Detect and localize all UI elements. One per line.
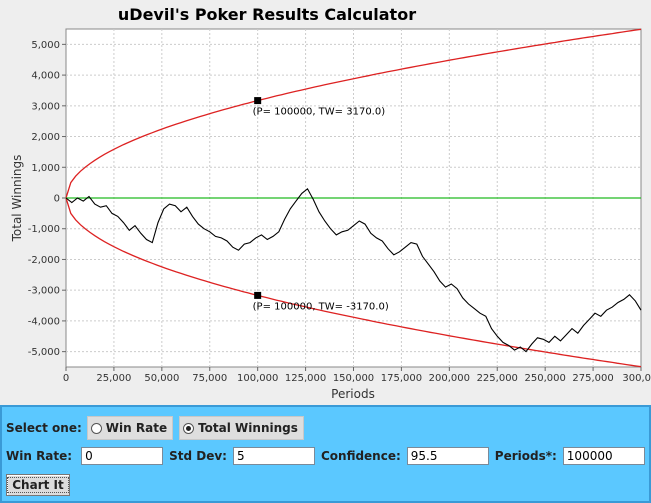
annotation-label: (P= 100000, TW= -3170.0) <box>253 301 389 312</box>
periods-label: Periods*: <box>494 449 557 463</box>
win-rate-input[interactable] <box>81 447 164 465</box>
x-tick-label: 200,000 <box>429 373 470 384</box>
y-axis: 5,000 4,000 3,000 2,000 1,000 0 -1,000 -2,000 -3… <box>28 40 66 358</box>
y-tick-label: -5,000 <box>28 347 60 358</box>
periods-input[interactable] <box>562 447 645 465</box>
x-tick-label: 100,000 <box>237 373 278 384</box>
x-axis-title: Periods <box>331 387 375 401</box>
x-tick-label: 300,0 <box>622 373 651 384</box>
y-axis-title: Total Winnings <box>10 155 24 243</box>
y-tick-label: -1,000 <box>28 224 60 235</box>
confidence-input[interactable] <box>406 447 489 465</box>
annotation-marker <box>254 291 262 299</box>
y-tick-label: 2,000 <box>31 132 60 143</box>
results-chart: uDevil's Poker Results Calculator (P= 10… <box>10 5 651 401</box>
annotation-marker <box>254 97 262 105</box>
y-tick-label: 4,000 <box>31 71 60 82</box>
win-rate-radio-label: Win Rate <box>105 421 168 435</box>
simulated-results-line <box>65 187 642 353</box>
series-layer <box>65 28 642 368</box>
y-tick-label: 1,000 <box>31 163 60 174</box>
annotation-label: (P= 100000, TW= 3170.0) <box>253 107 386 118</box>
inputs-row: Win Rate: Std Dev: Confidence: Periods*: <box>6 447 645 465</box>
x-tick-label: 25,000 <box>96 373 131 384</box>
y-tick-label: -3,000 <box>28 286 60 297</box>
x-tick-label: 125,000 <box>285 373 326 384</box>
mode-row: Select one: Win Rate Total Winnings <box>6 416 304 440</box>
x-tick-label: 250,000 <box>524 373 565 384</box>
win-rate-radio-circle[interactable] <box>90 422 102 434</box>
control-panel: Select one: Win Rate Total Winnings Win … <box>0 405 651 503</box>
x-tick-label: 175,000 <box>381 373 422 384</box>
x-tick-label: 225,000 <box>477 373 518 384</box>
y-tick-label: 0 <box>54 194 60 205</box>
select-one-label: Select one: <box>6 421 82 435</box>
total-winnings-radio[interactable]: Total Winnings <box>179 416 304 440</box>
std-dev-input[interactable] <box>232 447 315 465</box>
total-winnings-radio-label: Total Winnings <box>198 421 298 435</box>
x-tick-label: 50,000 <box>144 373 179 384</box>
chart-panel: uDevil's Poker Results Calculator (P= 10… <box>10 5 651 401</box>
win-rate-radio[interactable]: Win Rate <box>86 416 174 440</box>
chart-title: uDevil's Poker Results Calculator <box>118 5 416 24</box>
y-tick-label: -4,000 <box>28 316 60 327</box>
std-dev-label: Std Dev: <box>169 449 227 463</box>
x-tick-label: 150,000 <box>333 373 374 384</box>
x-tick-label: 275,000 <box>572 373 613 384</box>
total-winnings-radio-circle[interactable] <box>183 422 195 434</box>
y-tick-label: -2,000 <box>28 255 60 266</box>
confidence-label: Confidence: <box>320 449 401 463</box>
x-tick-label: 75,000 <box>192 373 227 384</box>
y-tick-label: 5,000 <box>31 40 60 51</box>
x-tick-label: 0 <box>63 373 69 384</box>
chart-it-button[interactable]: Chart It <box>6 474 70 496</box>
upper-confidence-bound-line <box>65 28 642 199</box>
x-axis: 0 25,000 50,000 75,000 100,000 125,000 150,000… <box>63 367 651 384</box>
annotation-layer: (P= 100000, TW= 3170.0) (P= 100000, TW= -… <box>253 97 389 312</box>
y-tick-label: 3,000 <box>31 101 60 112</box>
win-rate-label: Win Rate: <box>6 449 73 463</box>
chart-it-button-label: Chart It <box>7 477 69 493</box>
lower-confidence-bound-line <box>65 197 642 368</box>
